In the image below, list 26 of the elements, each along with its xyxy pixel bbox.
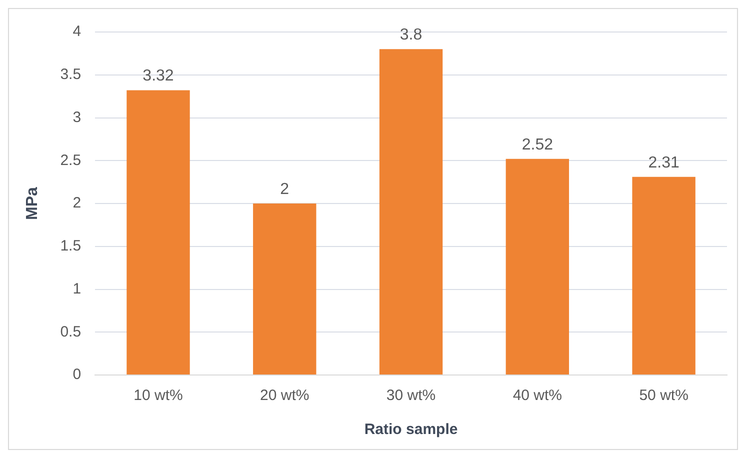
x-axis-title: Ratio sample (364, 421, 458, 438)
x-tick-label: 40 wt% (512, 387, 562, 404)
bar (506, 158, 570, 374)
data-label: 2 (280, 180, 290, 198)
data-label: 2.31 (648, 154, 680, 172)
x-tick-label: 10 wt% (134, 387, 183, 404)
y-tick-label: 0 (72, 366, 82, 384)
x-tick-label: 30 wt% (386, 387, 436, 404)
y-tick-label: 1 (72, 280, 82, 298)
bar (632, 176, 696, 374)
y-tick-label: 2 (72, 194, 82, 212)
bar (253, 204, 316, 374)
bar (379, 49, 443, 374)
y-tick-label: 3.5 (60, 66, 82, 84)
y-tick-label: 2.5 (60, 152, 82, 169)
data-label: 3.32 (142, 68, 174, 85)
y-tick-label: 0.5 (60, 323, 82, 340)
y-tick-label: 1.5 (60, 238, 82, 255)
y-tick-label: 4 (72, 23, 82, 40)
data-label: 2.52 (522, 136, 554, 154)
y-axis-title: MPa (24, 186, 42, 220)
bar (126, 90, 190, 374)
x-tick-label: 50 wt% (639, 387, 688, 404)
data-label: 3.8 (400, 26, 422, 44)
y-tick-label: 3 (72, 108, 82, 126)
x-tick-label: 20 wt% (260, 387, 310, 404)
